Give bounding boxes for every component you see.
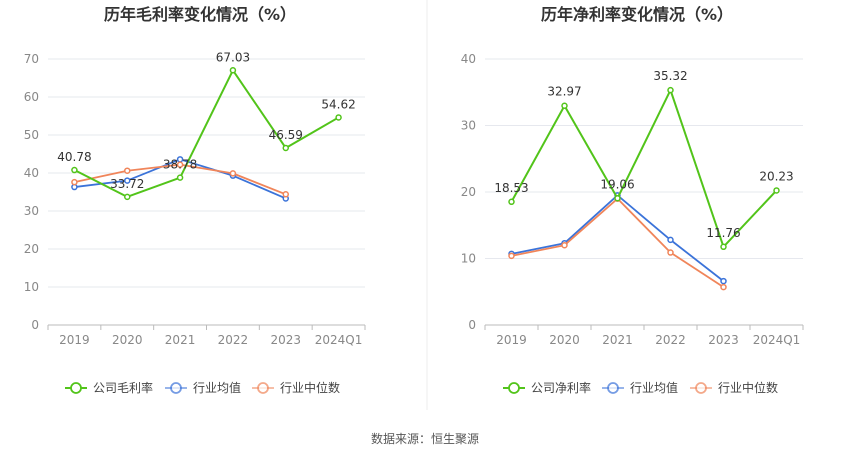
y-tick-label: 30 <box>24 204 39 218</box>
series-line <box>73 69 340 198</box>
y-tick-label: 20 <box>461 185 476 199</box>
x-tick-label: 2022 <box>655 333 686 347</box>
series-line <box>510 89 778 248</box>
data-point <box>176 174 184 181</box>
y-tick-label: 10 <box>461 252 476 266</box>
y-tick-label: 0 <box>31 318 39 332</box>
x-tick-label: 2020 <box>549 333 580 347</box>
data-label: 18.53 <box>494 181 528 195</box>
data-point <box>667 249 674 256</box>
y-tick-label: 40 <box>24 166 39 180</box>
gross-margin-chart: 历年毛利率变化情况（%） 0 10 20 30 40 50 60 70 2019 2020 2021 2… <box>24 5 366 395</box>
legend-item: 公司净利率 <box>503 380 591 395</box>
legend-label: 行业均值 <box>193 380 241 395</box>
data-label: 54.62 <box>321 97 355 111</box>
data-point <box>508 252 515 260</box>
data-point <box>773 187 780 194</box>
net-margin-chart: 历年净利率变化情况（%） 0 10 20 30 40 2019 2020 2021 2022 202… <box>461 5 804 395</box>
data-label: 40.78 <box>57 150 91 164</box>
data-point <box>667 236 674 244</box>
y-tick-label: 60 <box>24 90 39 104</box>
data-point <box>282 144 289 152</box>
legend-label: 行业中位数 <box>280 380 340 395</box>
legend-marker <box>607 382 619 394</box>
data-point <box>335 114 342 121</box>
data-point <box>71 166 78 174</box>
data-point <box>720 283 727 291</box>
x-tick-label: 2021 <box>602 333 633 347</box>
data-label: 11.76 <box>706 226 740 240</box>
data-point <box>508 198 515 206</box>
data-point <box>124 193 131 201</box>
data-point <box>561 241 568 249</box>
x-tick-label: 2019 <box>59 333 90 347</box>
y-tick-label: 10 <box>24 280 39 294</box>
legend-item: 行业中位数 <box>252 380 340 395</box>
data-label: 67.03 <box>216 50 250 64</box>
y-tick-label: 50 <box>24 128 39 142</box>
legend-item: 公司毛利率 <box>65 380 153 395</box>
data-label: 33.72 <box>110 177 144 191</box>
data-point <box>720 243 727 251</box>
data-point <box>124 177 131 184</box>
legend-marker <box>695 382 707 394</box>
x-tick-label: 2024Q1 <box>753 333 801 347</box>
data-point <box>124 167 131 174</box>
y-tick-label: 70 <box>24 52 39 66</box>
data-label: 46.59 <box>269 128 303 142</box>
legend-item: 行业均值 <box>165 380 241 395</box>
series-line <box>511 194 725 282</box>
legend-label: 公司毛利率 <box>93 380 153 395</box>
data-point <box>176 161 184 168</box>
data-label: 32.97 <box>547 85 581 99</box>
legend-marker <box>70 382 82 394</box>
data-source-note: 数据来源：恒生聚源 <box>370 432 479 446</box>
data-label: 19.06 <box>600 177 634 191</box>
x-tick-label: 2019 <box>496 333 527 347</box>
legend-marker <box>257 382 269 394</box>
legend-marker <box>170 382 182 394</box>
legend-label: 行业中位数 <box>718 380 778 395</box>
y-tick-label: 0 <box>468 318 476 332</box>
legend-item: 行业中位数 <box>690 380 778 395</box>
y-tick-label: 30 <box>461 119 476 133</box>
series-line <box>511 197 724 288</box>
data-point <box>282 191 289 198</box>
legend-label: 行业均值 <box>630 380 678 395</box>
data-label: 35.32 <box>653 69 687 83</box>
data-point <box>614 195 621 202</box>
y-tick-label: 40 <box>461 52 476 66</box>
y-tick-label: 20 <box>24 242 39 256</box>
x-tick-label: 2020 <box>112 333 143 347</box>
data-point <box>561 102 568 109</box>
x-tick-label: 2023 <box>708 333 739 347</box>
x-tick-label: 2022 <box>218 333 249 347</box>
x-tick-label: 2021 <box>165 333 196 347</box>
data-point <box>667 86 674 94</box>
legend-item: 行业均值 <box>602 380 678 395</box>
data-point <box>229 67 237 74</box>
chart-title: 历年净利率变化情况（%） <box>541 5 733 24</box>
data-point <box>720 277 727 285</box>
data-point <box>71 178 78 186</box>
x-tick-label: 2024Q1 <box>315 333 363 347</box>
data-label: 20.23 <box>759 169 793 183</box>
data-point <box>229 170 237 177</box>
x-tick-label: 2023 <box>270 333 301 347</box>
chart-title: 历年毛利率变化情况（%） <box>104 5 296 24</box>
legend-label: 公司净利率 <box>531 380 591 395</box>
data-label: 38.78 <box>163 158 197 172</box>
legend-marker <box>508 382 520 394</box>
